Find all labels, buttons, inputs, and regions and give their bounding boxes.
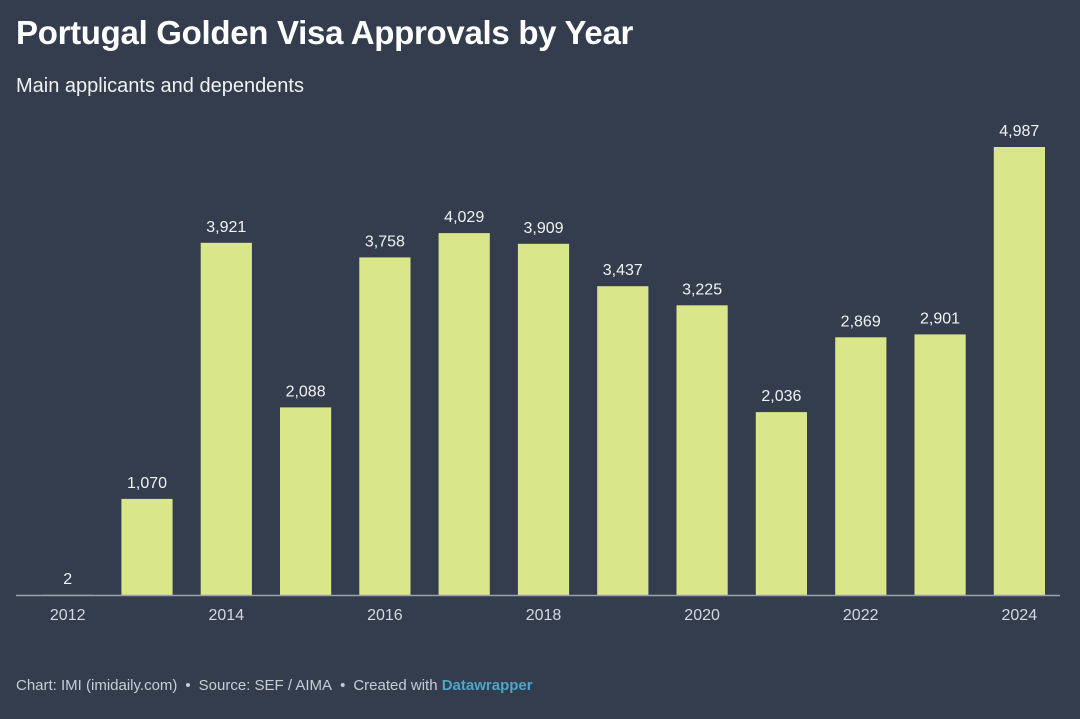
bar-2021 <box>755 412 807 595</box>
bar-2024 <box>993 147 1045 595</box>
bar-2023 <box>914 334 966 595</box>
x-tick-label-2020: 2020 <box>684 607 720 624</box>
source-note: Source: SEF / AIMA <box>198 677 333 694</box>
bar-2019 <box>597 286 649 595</box>
chart-credit: Chart: IMI (imidaily.com) <box>16 677 178 694</box>
bar-2017 <box>438 233 490 595</box>
value-label-2012: 2 <box>63 571 72 588</box>
x-tick-label-2012: 2012 <box>50 607 86 624</box>
value-label-2024: 4,987 <box>999 123 1039 140</box>
separator: • <box>185 677 191 694</box>
value-label-2020: 3,225 <box>682 281 722 298</box>
x-tick-label-2018: 2018 <box>526 607 562 624</box>
bar-2015 <box>280 407 332 595</box>
chart-footer: Chart: IMI (imidaily.com) • Source: SEF / … <box>16 677 533 694</box>
value-label-2021: 2,036 <box>761 388 801 405</box>
chart-subtitle: Main applicants and dependents <box>16 75 304 97</box>
value-label-2022: 2,869 <box>841 313 881 330</box>
value-label-2014: 3,921 <box>206 219 246 236</box>
value-label-2017: 4,029 <box>444 209 484 226</box>
bar-2016 <box>359 257 411 595</box>
x-tick-label-2016: 2016 <box>367 607 403 624</box>
value-label-2019: 3,437 <box>603 262 643 279</box>
value-label-2015: 2,088 <box>286 383 326 400</box>
bar-2018 <box>517 243 570 596</box>
x-tick-label-2014: 2014 <box>209 607 245 624</box>
value-label-2016: 3,758 <box>365 233 405 250</box>
datawrapper-link[interactable]: Datawrapper <box>441 677 533 694</box>
bar-2020 <box>676 305 728 595</box>
separator: • <box>340 677 346 694</box>
value-label-2018: 3,909 <box>523 220 563 237</box>
chart-title: Portugal Golden Visa Approvals by Year <box>16 14 634 51</box>
bar-2014 <box>200 242 252 596</box>
x-tick-label-2024: 2024 <box>1002 607 1038 624</box>
bar-2022 <box>835 337 887 595</box>
value-label-2023: 2,901 <box>920 310 960 327</box>
bar-2013 <box>121 498 173 595</box>
created-with-text: Created with <box>353 677 438 694</box>
x-tick-label-2022: 2022 <box>843 607 879 624</box>
value-label-2013: 1,070 <box>127 475 167 492</box>
